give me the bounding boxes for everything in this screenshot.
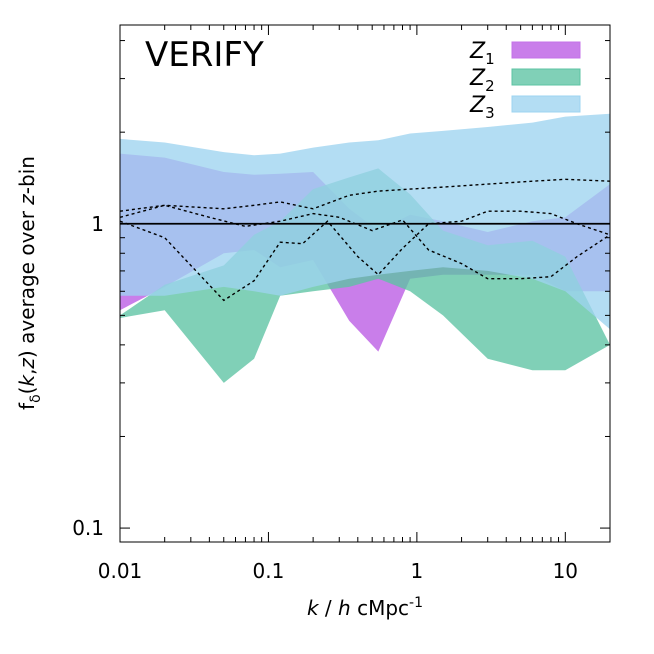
legend-label-z2: Z2 [469, 66, 495, 95]
plot-frame [119, 24, 611, 543]
ticks-layer: 0.01 0.1 1 10 0.1 1 [72, 25, 611, 583]
x-axis-label-exponent: -1 [409, 595, 423, 611]
y-axis-label-z2: z [15, 194, 39, 206]
y-axis-label-delta: δ [28, 394, 44, 403]
y-axis-label-z: z [15, 358, 39, 370]
legend-swatch-z2 [511, 68, 581, 86]
legend-swatch-z1 [511, 41, 581, 59]
x-tick-label: 0.1 [253, 559, 285, 583]
x-axis-label-k: k [307, 596, 320, 620]
legend-label-z3: Z3 [469, 93, 495, 122]
legend-swatch-z3 [511, 95, 581, 113]
lines-layer [120, 178, 610, 302]
x-axis-label-unit: cMpc [351, 596, 409, 620]
bands-layer [120, 113, 610, 383]
x-tick-label: 10 [553, 559, 578, 583]
dashed-line-3 [120, 210, 610, 302]
x-tick-label: 1 [411, 559, 424, 583]
legend-label-z1: Z1 [469, 39, 495, 68]
chart-title: VERIFY [145, 35, 264, 75]
y-tick-label: 1 [91, 212, 104, 236]
y-axis-label-f: f [15, 402, 39, 410]
band-z3 [120, 113, 610, 330]
dashed-line-2 [120, 204, 610, 280]
x-axis-label-h: h [338, 596, 351, 620]
y-axis-label-bin: -bin [15, 156, 39, 194]
x-axis-label: k / h cMpc-1 [307, 595, 423, 620]
y-axis-label: fδ(k,z) average over z-bin [15, 156, 44, 410]
y-tick-label: 0.1 [72, 516, 104, 540]
y-axis-label-open: ( [15, 387, 39, 395]
y-axis-label-comma: , [15, 369, 39, 375]
x-tick-label: 0.01 [98, 559, 143, 583]
y-axis-label-k: k [15, 374, 39, 387]
x-axis-label-sep: / [319, 596, 338, 620]
dashed-line-1 [120, 178, 610, 212]
y-axis-label-mid: ) average over [15, 205, 39, 358]
